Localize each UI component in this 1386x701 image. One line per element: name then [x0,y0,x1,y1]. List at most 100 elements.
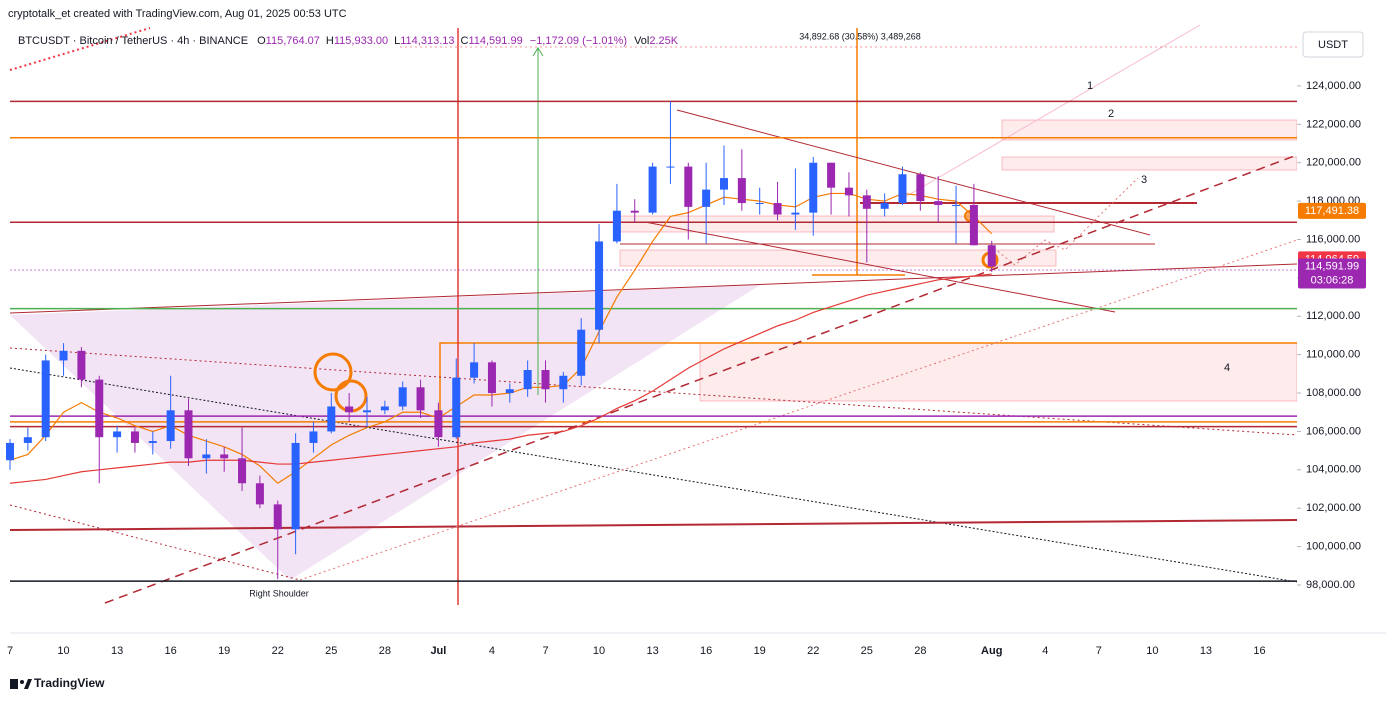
candle-body [541,370,550,390]
y-tick-label: 102,000.00 [1306,502,1361,514]
candle-body [41,360,50,438]
candle-body [291,442,300,530]
candle-body [416,387,425,411]
y-tick-label: 120,000.00 [1306,157,1361,169]
trend-line [899,24,1201,201]
candle-body [398,387,407,407]
y-tick-label: 106,000.00 [1306,425,1361,437]
credit: cryptotalk_et created with TradingView.c… [8,8,347,20]
candle-body [755,203,764,205]
x-tick-label: 10 [593,645,605,657]
candle-body [363,410,371,413]
x-tick-label: 7 [7,645,13,657]
candle-body [523,370,532,390]
candle-body [23,437,32,443]
candle-body [95,379,104,438]
candle-body [969,204,978,246]
trend-line [9,27,151,71]
highlight-circle [313,352,353,392]
x-tick-label: 28 [914,645,926,657]
candle-body [559,375,568,390]
candle-body [59,350,68,361]
axis: USDT 98,000.00 100,000.00 102,000.00 104,00… [7,28,1386,657]
candle-body [791,212,800,215]
annotation: 2 [1108,108,1114,120]
candle-body [309,431,318,443]
candle-body [452,377,461,438]
candle-body [737,178,746,204]
candle-body [166,410,175,442]
x-tick-label: 13 [111,645,123,657]
candle-body [934,201,943,205]
measure-label: 34,892.68 (30.58%) 3,489,268 [799,31,921,41]
annotation: 4 [1224,362,1230,374]
logo-mark [20,680,24,684]
price-label: 117,491.38 [1305,205,1359,217]
drawings [9,24,1298,605]
annotation: 1 [1087,80,1093,92]
ohlc-value: 114,313.13 [400,35,454,47]
y-tick-label: 112,000.00 [1306,310,1360,322]
legend: BTCUSDT · Bitcoin / TetherUS · 4h · BINA… [18,35,679,47]
candle-body [148,441,157,443]
x-tick-label: 22 [272,645,284,657]
x-tick-label: 19 [754,645,766,657]
y-tick-label: 124,000.00 [1306,80,1361,92]
annotation: Right Shoulder [249,588,309,598]
ohlc-label: L [394,35,400,47]
annotation: 3 [1141,174,1147,186]
zone [619,249,1057,267]
y-tick-label: 98,000.00 [1306,579,1355,591]
candle-body [595,241,604,330]
x-tick-label: 7 [542,645,548,657]
candle-body [255,483,264,505]
trend-line [9,519,1298,531]
candle-body [184,410,193,459]
ohlc: O115,764.07 H115,933.00 L114,313.13 C114,59… [257,35,523,47]
candle-body [77,350,86,380]
candle-body [612,210,621,242]
logo: TradingView [10,676,105,690]
candle-body [862,195,871,209]
candle-body [702,189,711,207]
candle-body [220,454,229,459]
price-label: 114,591.99 [1305,260,1359,272]
x-tick-label: 4 [489,645,495,657]
x-tick-label: 13 [646,645,658,657]
trend-line [299,239,1298,581]
x-tick-label: 19 [218,645,230,657]
ohlc-value: 115,764.07 [266,35,320,47]
zone-4 [699,342,1298,402]
orange-box [439,342,1297,420]
logo-mark [10,679,18,689]
y-tick-label: 104,000.00 [1306,464,1361,476]
measure-arrow [532,47,544,57]
ohlc-label: C [461,35,469,47]
candle-body [952,204,961,206]
triangle-zone [10,285,760,580]
ohlc-value: 115,933.00 [334,35,388,47]
x-tick-label: 10 [1146,645,1158,657]
y-tick-label: 116,000.00 [1306,233,1360,245]
candle-body [505,389,514,394]
currency-box [1302,31,1364,58]
volume-value: 2.25K [649,35,678,47]
x-tick-label: 13 [1200,645,1212,657]
candle-body [327,406,336,432]
candle-body [6,442,14,461]
plot [6,100,1297,582]
candle-body [487,362,496,394]
candle-body [273,504,282,530]
logo-mark [24,679,32,689]
wedge-line [644,221,1116,313]
y-tick-label: 100,000.00 [1306,540,1361,552]
candle-body [684,166,693,207]
candle-body [113,431,122,438]
zone-2 [1001,119,1298,141]
x-tick-label: 16 [700,645,712,657]
candle-body [773,203,782,215]
ohlc-label: O [257,35,266,47]
volume-label: Vol [634,35,649,47]
x-tick-label: 10 [57,645,69,657]
